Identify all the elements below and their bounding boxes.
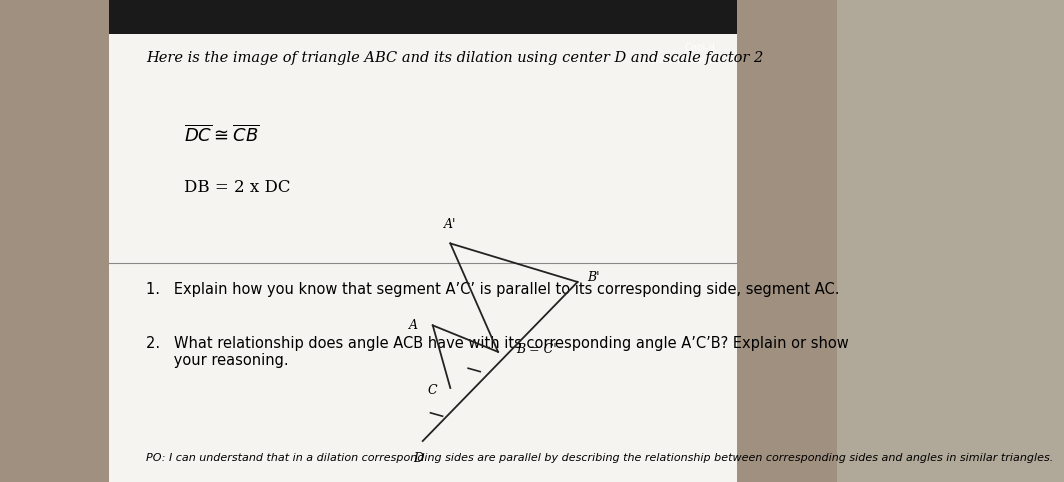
Text: A: A	[409, 319, 418, 332]
Text: PO: I can understand that in a dilation corresponding sides are parallel by desc: PO: I can understand that in a dilation …	[147, 453, 1053, 463]
Text: B = C': B = C'	[516, 343, 558, 356]
FancyBboxPatch shape	[736, 0, 837, 482]
Text: D: D	[414, 452, 423, 465]
Text: $\overline{DC} \cong \overline{CB}$: $\overline{DC} \cong \overline{CB}$	[184, 124, 260, 146]
Text: Here is the image of triangle ABC and its dilation using center D and scale fact: Here is the image of triangle ABC and it…	[147, 51, 764, 65]
Text: B': B'	[587, 271, 600, 283]
FancyBboxPatch shape	[109, 0, 736, 34]
Text: DB = 2 x DC: DB = 2 x DC	[184, 179, 290, 197]
Text: C: C	[427, 384, 436, 397]
Text: 2.   What relationship does angle ACB have with its corresponding angle A’C’B? E: 2. What relationship does angle ACB have…	[147, 335, 849, 368]
FancyBboxPatch shape	[0, 0, 109, 482]
Text: Cool-d
scale factor 2: Cool-d scale factor 2	[649, 43, 716, 65]
Text: 1.   Explain how you know that segment A’C’ is parallel to its corresponding sid: 1. Explain how you know that segment A’C…	[147, 281, 839, 297]
FancyBboxPatch shape	[109, 0, 736, 482]
Text: A': A'	[444, 218, 456, 231]
